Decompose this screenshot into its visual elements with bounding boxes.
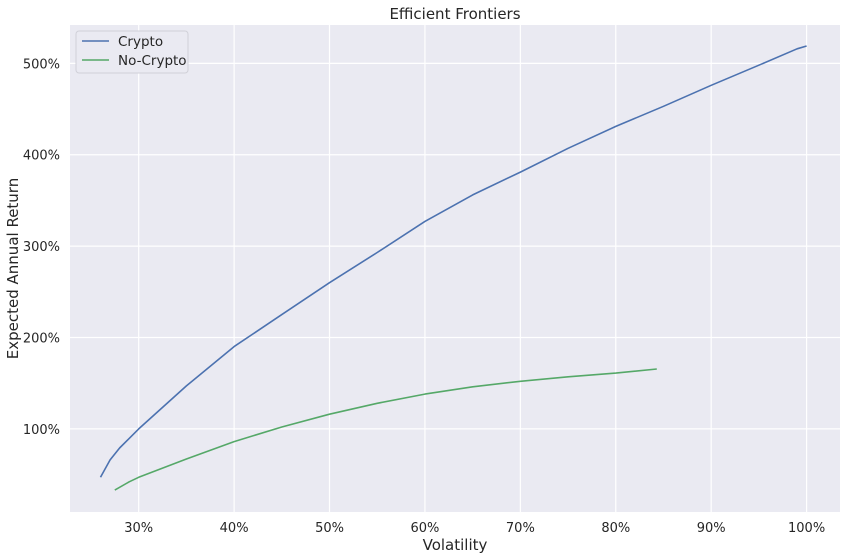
y-tick-label: 300%	[23, 240, 60, 255]
x-axis-title: Volatility	[423, 536, 488, 554]
legend: Crypto No-Crypto	[75, 30, 189, 74]
x-tick-label: 70%	[506, 521, 535, 536]
x-tick-label: 80%	[601, 521, 630, 536]
grid	[70, 25, 840, 512]
x-tick-label: 30%	[124, 521, 153, 536]
series-line-crypto	[99, 45, 807, 478]
chart-title: Efficient Frontiers	[389, 5, 520, 23]
x-tick-label: 50%	[315, 521, 344, 536]
x-tick-label: 100%	[788, 521, 825, 536]
y-tick-label: 100%	[23, 423, 60, 438]
plot-area	[70, 25, 840, 512]
legend-label: Crypto	[118, 34, 163, 50]
x-tick-label: 40%	[220, 521, 249, 536]
x-tick-label: 90%	[697, 521, 726, 536]
series-layer	[99, 45, 807, 491]
x-tick-label: 60%	[410, 521, 439, 536]
y-axis-title: Expected Annual Return	[4, 178, 22, 359]
y-tick-label: 200%	[23, 331, 60, 346]
y-tick-label: 400%	[23, 149, 60, 164]
legend-label: No-Crypto	[118, 53, 187, 69]
series-line-no-crypto	[114, 368, 657, 491]
tick-labels: 30% 40% 50% 60% 70% 80% 90% 100% 100% 200% 300% 400…	[23, 57, 825, 536]
y-tick-label: 500%	[23, 57, 60, 72]
